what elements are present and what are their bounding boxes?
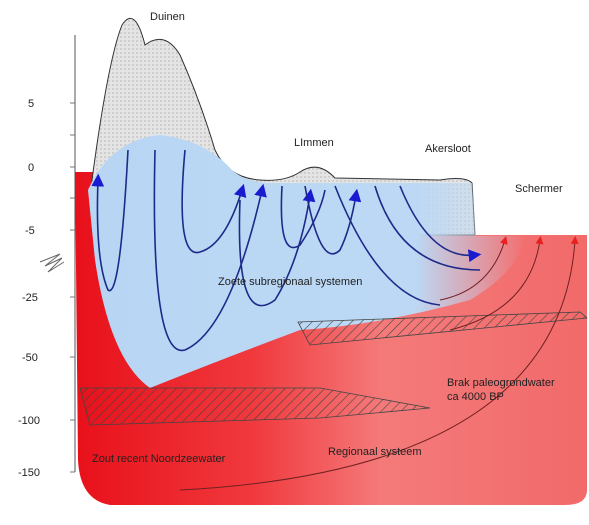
depth-label: -50 <box>22 352 38 364</box>
depth-label: 0 <box>28 162 34 174</box>
axis-ticks <box>70 102 75 473</box>
depth-label: 5 <box>28 98 34 110</box>
place-label: Akersloot <box>425 143 471 155</box>
place-label: LImmen <box>294 137 334 149</box>
zone-label: Regionaal systeem <box>328 446 422 458</box>
depth-label: -150 <box>18 467 40 479</box>
fresh-water <box>88 135 525 388</box>
clay-layer <box>79 387 431 426</box>
depth-labels: 5 0 -5 -25 -50 -100 -150 <box>18 98 40 479</box>
regional-flow <box>179 236 579 491</box>
zone-label: Brak paleogrondwater <box>447 377 555 389</box>
zone-label: Zout recent Noordzeewater <box>92 453 226 465</box>
clay-layer <box>297 311 588 346</box>
depth-label: -5 <box>25 225 35 237</box>
place-label: Schermer <box>515 183 563 195</box>
place-label: Duinen <box>150 11 185 23</box>
axis-break <box>39 253 65 273</box>
zone-label: Zoete subregionaal systemen <box>218 276 362 288</box>
fresh-flow <box>91 149 482 352</box>
zone-label: ca 4000 BP <box>447 391 504 403</box>
depth-label: -100 <box>18 415 40 427</box>
depth-label: -25 <box>22 292 38 304</box>
